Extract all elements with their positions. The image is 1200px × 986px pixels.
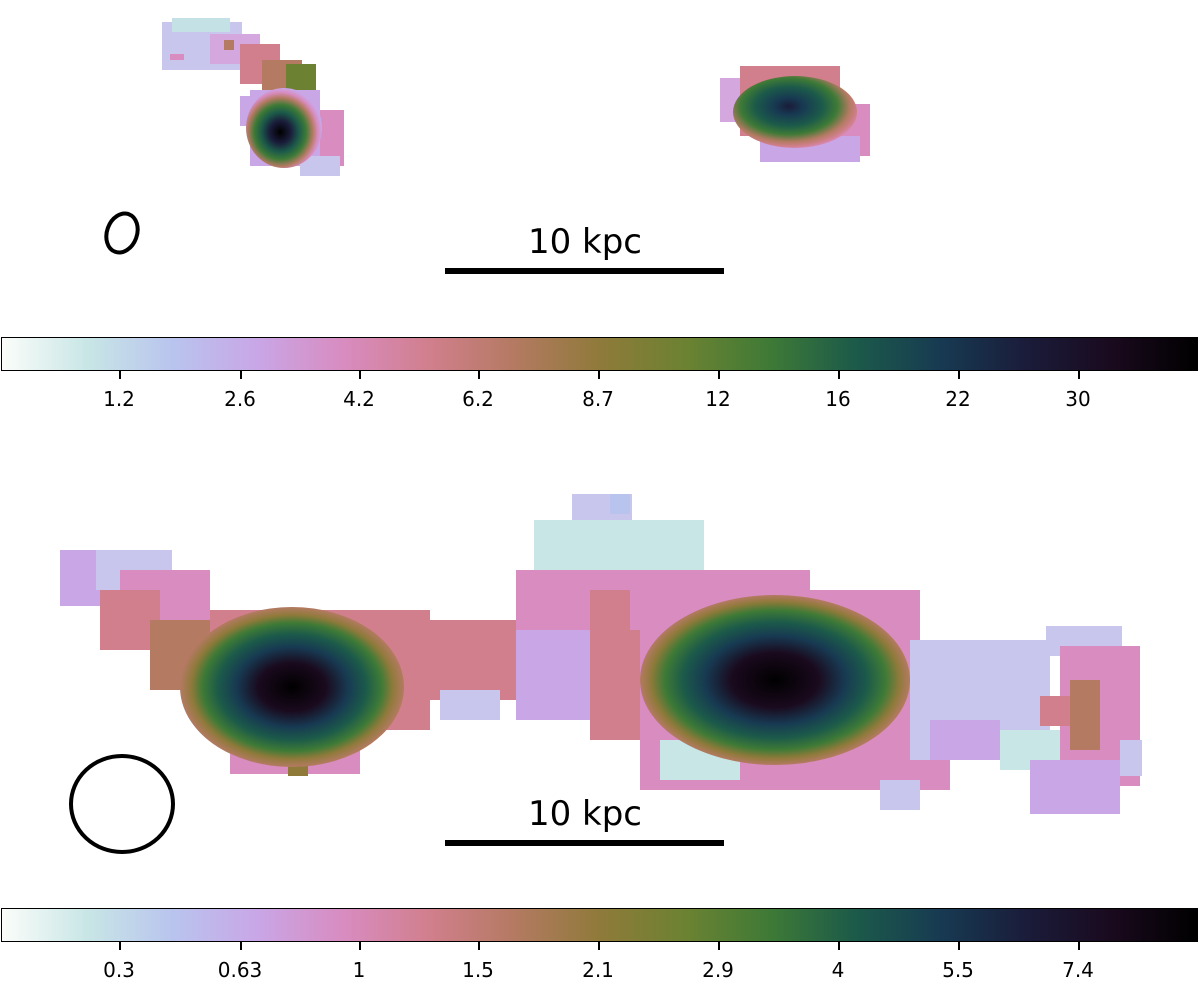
cbar-bottom-tick: [598, 942, 600, 950]
cbar-top-tick-label: 1.2: [103, 387, 135, 411]
cbar-top-tick: [359, 371, 361, 379]
cbar-top-tick-label: 4.2: [343, 387, 375, 411]
colorbar-top: [1, 337, 1198, 371]
scale-bar-top: [445, 268, 724, 274]
scale-label-top: 10 kpc: [527, 222, 643, 262]
colorbar-bottom: [1, 908, 1198, 942]
cbar-top-tick: [240, 371, 242, 379]
cbar-bottom-tick: [240, 942, 242, 950]
bottom-intensity-map: [60, 494, 1142, 854]
galaxy-right: [720, 66, 870, 162]
cbar-top-tick-label: 22: [945, 387, 971, 411]
cbar-bottom-tick-label: 2.9: [702, 958, 734, 982]
cbar-bottom-tick: [718, 942, 720, 950]
cbar-top-tick-label: 16: [825, 387, 851, 411]
galaxy-left-core: [246, 88, 344, 176]
top-map-panel: 10 kpc: [0, 0, 1200, 330]
cbar-top-tick-label: 2.6: [224, 387, 256, 411]
beam-ellipse-bottom: [69, 754, 175, 854]
cbar-bottom-tick: [359, 942, 361, 950]
scale-bar-bottom: [445, 840, 724, 846]
cbar-bottom-tick-label: 1.5: [462, 958, 494, 982]
galaxy-left-core-bottom: [180, 607, 404, 767]
cbar-bottom-tick-label: 7.4: [1062, 958, 1094, 982]
cbar-bottom-tick-label: 0.3: [103, 958, 135, 982]
cbar-top-tick-label: 6.2: [462, 387, 494, 411]
cbar-top-tick: [838, 371, 840, 379]
bottom-map-panel: 10 kpc: [0, 480, 1200, 880]
top-intensity-map: [104, 18, 870, 255]
colorbar-top-ticks: 1.2 2.6 4.2 6.2 8.7 12 16 22 30: [0, 371, 1200, 411]
cbar-top-tick: [958, 371, 960, 379]
cbar-bottom-tick: [958, 942, 960, 950]
cbar-top-tick-label: 30: [1065, 387, 1091, 411]
cbar-top-tick: [119, 371, 121, 379]
cbar-top-tick-label: 12: [705, 387, 731, 411]
colorbar-bottom-ticks: 0.3 0.63 1 1.5 2.1 2.9 4 5.5 7.4: [0, 942, 1200, 982]
cbar-bottom-tick-label: 1: [352, 958, 366, 982]
scale-label-bottom: 10 kpc: [527, 794, 643, 834]
cbar-bottom-tick: [1078, 942, 1080, 950]
cbar-bottom-tick: [478, 942, 480, 950]
emission-right-tail: [910, 626, 1142, 814]
cbar-bottom-tick-label: 5.5: [942, 958, 974, 982]
cbar-top-tick: [478, 371, 480, 379]
galaxy-right-core-bottom: [640, 590, 950, 810]
cbar-bottom-tick: [838, 942, 840, 950]
cbar-bottom-tick-label: 2.1: [582, 958, 614, 982]
beam-ellipse-top: [104, 211, 140, 255]
cbar-top-tick: [1078, 371, 1080, 379]
cbar-top-tick-label: 8.7: [582, 387, 614, 411]
cbar-top-tick: [718, 371, 720, 379]
cbar-bottom-tick-label: 4: [831, 958, 845, 982]
cbar-top-tick: [598, 371, 600, 379]
cbar-bottom-tick: [119, 942, 121, 950]
cbar-bottom-tick-label: 0.63: [217, 958, 263, 982]
